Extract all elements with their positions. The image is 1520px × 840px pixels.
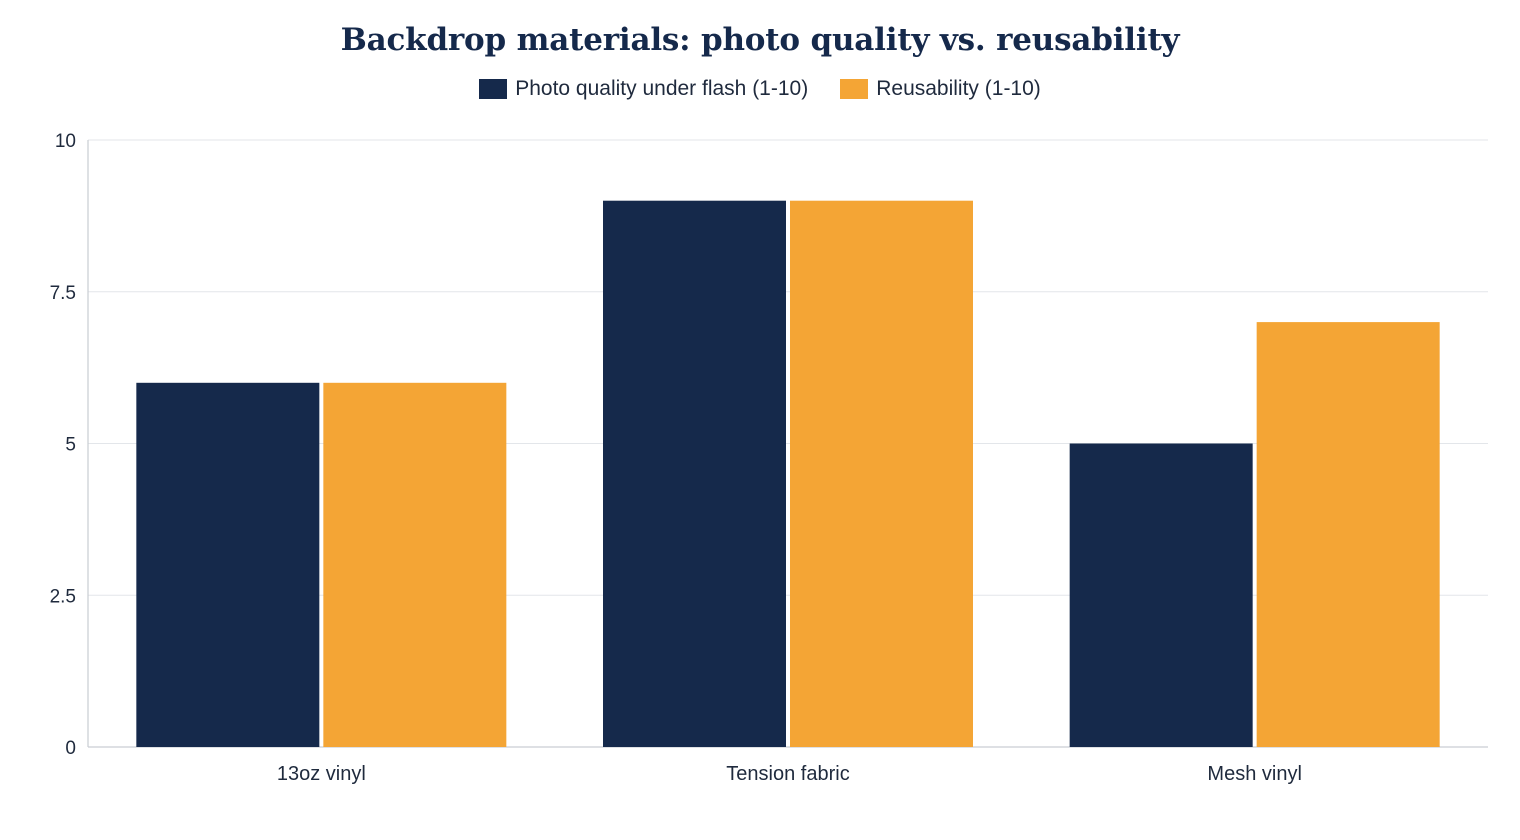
legend-item-photo-quality[interactable]: Photo quality under flash (1-10) — [479, 77, 808, 101]
y-tick-label-4: 10 — [55, 131, 76, 152]
x-tick-label-1: Tension fabric — [726, 763, 849, 785]
y-tick-label-0: 0 — [65, 738, 76, 759]
x-tick-label-2: Mesh vinyl — [1207, 763, 1301, 785]
y-tick-label-2: 5 — [65, 435, 76, 456]
legend-swatch-reusability — [840, 79, 869, 99]
bar-reusability-2 — [1256, 322, 1440, 747]
y-tick-label-3: 7.5 — [50, 283, 76, 304]
y-tick-label-1: 2.5 — [50, 586, 76, 607]
bar-reusability-0 — [323, 382, 507, 747]
bar-photo-quality-1 — [603, 200, 786, 747]
legend: Photo quality under flash (1-10) Reusabi… — [0, 77, 1520, 101]
bar-reusability-1 — [790, 200, 973, 747]
x-tick-label-0: 13oz vinyl — [277, 763, 366, 785]
bar-photo-quality-2 — [1069, 443, 1253, 747]
legend-swatch-photo-quality — [479, 79, 508, 99]
chart-title: Backdrop materials: photo quality vs. re… — [340, 22, 1180, 58]
legend-label-photo-quality: Photo quality under flash (1-10) — [515, 77, 809, 100]
legend-item-reusability[interactable]: Reusability (1-10) — [840, 77, 1041, 101]
legend-label-reusability: Reusability (1-10) — [876, 77, 1041, 100]
bar-photo-quality-0 — [136, 382, 320, 747]
